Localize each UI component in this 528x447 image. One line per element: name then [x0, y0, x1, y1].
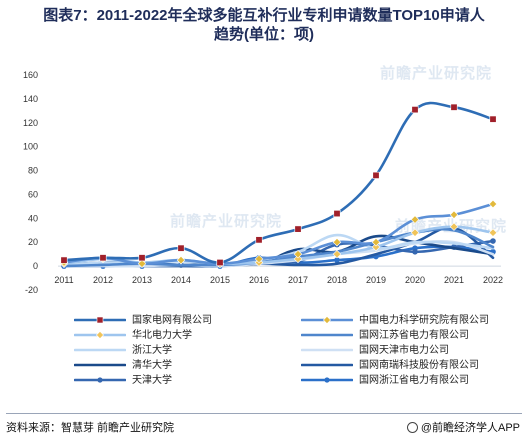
- series-1: [60, 101, 497, 267]
- x-tick-label: 2012: [93, 275, 113, 285]
- legend-item: 清华大学: [73, 359, 172, 373]
- source-note: 资料来源：智慧芽 前瞻产业研究院: [6, 422, 175, 434]
- data-point: [333, 210, 341, 218]
- brand-logo-icon: [406, 422, 418, 433]
- legend-label: 天津大学: [132, 375, 172, 386]
- y-tick-label: 160: [23, 70, 38, 80]
- series-layer: [59, 101, 498, 269]
- data-point: [294, 225, 302, 233]
- legend-label: 国网南瑞科技股份有限公司: [359, 360, 479, 371]
- x-tick-label: 2021: [444, 275, 464, 285]
- data-point: [176, 255, 186, 265]
- y-tick-label: 120: [23, 118, 38, 128]
- data-point: [489, 115, 497, 123]
- y-axis-ticks: -20 0 20 40 60 80 100 120 140 160: [23, 70, 38, 295]
- legend-swatch: [73, 377, 127, 383]
- legend-swatch: [73, 331, 127, 340]
- legend-item: 华北电力大学: [73, 329, 192, 343]
- data-point: [138, 254, 146, 262]
- x-tick-label: 2015: [210, 275, 230, 285]
- y-tick-label: 100: [23, 142, 38, 152]
- data-point: [371, 242, 381, 252]
- legend-label: 国网天津市电力公司: [359, 345, 449, 356]
- watermark: 前瞻产业研究院: [380, 65, 493, 82]
- y-tick-label: -20: [25, 285, 38, 295]
- data-point: [293, 249, 303, 259]
- legend-item: 国家电网有限公司: [73, 314, 212, 328]
- legend-swatch: [73, 349, 127, 352]
- legend-label: 国网江苏省电力有限公司: [359, 330, 469, 341]
- legend-item: 浙江大学: [73, 344, 172, 358]
- legend-label: 清华大学: [132, 360, 172, 371]
- legend-item: 国网南瑞科技股份有限公司: [300, 359, 479, 373]
- data-point: [371, 237, 381, 247]
- legend-swatch: [300, 349, 354, 352]
- data-point: [332, 249, 342, 259]
- legend-item: 天津大学: [73, 374, 172, 388]
- legend-item: 国网江苏省电力有限公司: [300, 329, 469, 343]
- data-point: [449, 210, 459, 219]
- data-point: [450, 103, 458, 111]
- data-point: [488, 228, 498, 237]
- legend-item: 国网天津市电力公司: [300, 344, 449, 358]
- legend-item: 国网浙江省电力有限公司: [300, 374, 469, 388]
- legend-swatch: [73, 364, 127, 367]
- data-point: [332, 237, 342, 247]
- brand-credit: @前瞻经济学人APP: [406, 419, 520, 435]
- chart-title: 图表7：2011-2022年全球多能互补行业专利申请数量TOP10申请人 趋势(…: [0, 6, 528, 44]
- data-point: [488, 199, 498, 209]
- data-point: [255, 236, 263, 244]
- watermark: 前瞻产业研究院: [170, 213, 283, 230]
- legend-label: 国网浙江省电力有限公司: [359, 375, 469, 386]
- data-point: [216, 259, 224, 267]
- legend-label: 国家电网有限公司: [132, 315, 212, 326]
- data-point: [60, 256, 68, 264]
- y-tick-label: 60: [28, 189, 38, 199]
- legend-item: 中国电力科学研究院有限公司: [300, 314, 489, 328]
- data-point: [137, 259, 147, 268]
- x-axis-ticks: 2011 2012 2013 2014 2015 2016 2017 2018 2019 2020…: [54, 275, 503, 285]
- x-tick-label: 2014: [171, 275, 191, 285]
- brand-text: @前瞻经济学人APP: [420, 422, 520, 434]
- data-point: [410, 215, 420, 224]
- data-point: [372, 171, 380, 179]
- data-point: [293, 254, 303, 264]
- legend-label: 华北电力大学: [132, 330, 192, 341]
- y-tick-label: 0: [33, 261, 38, 271]
- x-tick-label: 2011: [54, 275, 73, 285]
- series-line: [62, 101, 495, 264]
- chart-title-line-2: 趋势(单位：项): [214, 26, 314, 43]
- data-point: [411, 106, 419, 114]
- legend-label: 中国电力科学研究院有限公司: [359, 315, 489, 326]
- data-point: [177, 244, 185, 252]
- data-point: [490, 238, 496, 244]
- x-tick-label: 2019: [366, 275, 386, 285]
- legend-swatch: [300, 334, 354, 337]
- data-point: [410, 228, 420, 237]
- chart-title-line-1: 图表7：2011-2022年全球多能互补行业专利申请数量TOP10申请人: [43, 7, 485, 24]
- x-tick-label: 2017: [288, 275, 308, 285]
- data-point: [412, 248, 418, 255]
- y-tick-label: 80: [28, 166, 38, 176]
- data-point: [334, 257, 340, 263]
- data-point: [99, 254, 107, 262]
- y-tick-label: 40: [28, 213, 38, 223]
- footer-divider: [6, 413, 522, 414]
- legend-swatch: [300, 364, 354, 367]
- legend-label: 浙江大学: [132, 345, 172, 356]
- x-tick-label: 2016: [249, 275, 269, 285]
- legend-swatch: [300, 377, 354, 383]
- x-tick-label: 2020: [405, 275, 425, 285]
- legend-swatch: [73, 317, 127, 324]
- y-tick-label: 20: [28, 237, 38, 247]
- x-tick-label: 2013: [132, 275, 152, 285]
- data-point: [254, 254, 264, 264]
- x-tick-label: 2018: [327, 275, 347, 285]
- y-tick-label: 140: [23, 94, 38, 104]
- x-tick-label: 2022: [483, 275, 503, 285]
- data-point: [449, 222, 459, 231]
- legend-swatch: [300, 316, 354, 325]
